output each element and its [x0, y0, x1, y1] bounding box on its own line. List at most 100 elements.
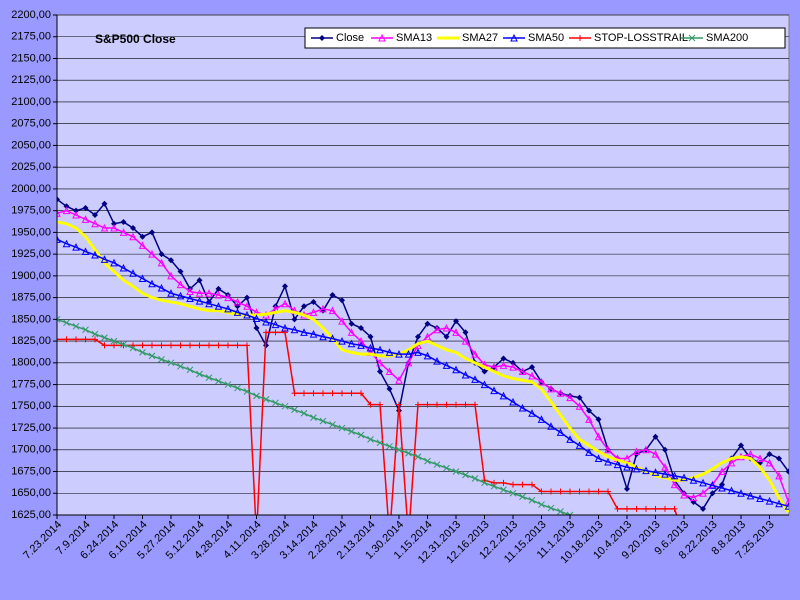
point: [376, 358, 384, 367]
point: [423, 351, 432, 360]
point: [129, 269, 137, 277]
point: [149, 229, 155, 236]
point: [785, 468, 789, 475]
point: [528, 371, 536, 380]
point: [519, 493, 526, 501]
point: [462, 471, 469, 479]
point: [176, 280, 185, 289]
point: [57, 235, 61, 243]
point: [358, 325, 364, 332]
y-tick-label: 1625,00: [11, 509, 51, 521]
point: [367, 435, 374, 443]
point: [443, 464, 450, 472]
point: [282, 329, 288, 336]
point: [623, 463, 631, 471]
point: [424, 401, 431, 408]
point: [528, 496, 536, 504]
point: [500, 479, 507, 486]
point: [215, 285, 222, 292]
y-tick-label: 1775,00: [11, 378, 51, 390]
point: [442, 323, 451, 332]
point: [378, 33, 386, 42]
y-tick-label: 1825,00: [11, 335, 51, 347]
point: [471, 375, 479, 383]
point: [233, 297, 242, 306]
point: [91, 330, 99, 338]
point: [718, 483, 726, 492]
point: [168, 257, 174, 264]
point: [756, 494, 764, 502]
point: [509, 363, 517, 371]
point: [651, 450, 660, 458]
point: [576, 394, 583, 401]
point: [765, 496, 774, 505]
point: [129, 344, 137, 352]
point: [765, 458, 774, 467]
point: [662, 505, 668, 512]
point: [471, 350, 479, 358]
y-tick-label: 1750,00: [11, 400, 51, 412]
point: [594, 454, 603, 462]
point: [186, 366, 194, 374]
point: [329, 390, 336, 397]
point: [310, 390, 317, 397]
point: [177, 342, 184, 349]
point: [252, 314, 261, 322]
point: [63, 336, 70, 343]
point: [643, 505, 649, 512]
legend-label: SMA27: [462, 32, 498, 44]
legend-label: SMA200: [706, 32, 748, 44]
point: [57, 196, 60, 203]
point: [689, 493, 698, 502]
point: [158, 355, 165, 363]
point: [480, 380, 489, 389]
y-tick-label: 2200,00: [11, 9, 51, 21]
point: [443, 333, 450, 340]
point: [234, 384, 241, 392]
y-tick-label: 1700,00: [11, 444, 51, 456]
point: [670, 471, 679, 480]
point: [577, 35, 583, 41]
point: [63, 203, 70, 210]
point: [585, 448, 593, 456]
point: [110, 223, 118, 232]
point: [225, 342, 231, 349]
point: [510, 33, 518, 42]
y-tick-label: 2175,00: [11, 31, 51, 43]
point: [699, 478, 707, 487]
point: [91, 250, 99, 259]
point: [187, 342, 193, 349]
point: [272, 399, 279, 407]
legend-label: SMA50: [528, 32, 564, 44]
legend-label: STOP-LOSSTRAIL: [594, 32, 688, 44]
point: [642, 445, 650, 454]
point: [309, 330, 318, 338]
point: [205, 289, 213, 297]
point: [557, 488, 564, 495]
point: [138, 274, 147, 282]
point: [537, 415, 546, 423]
point: [452, 365, 460, 374]
point: [461, 336, 470, 345]
point: [633, 505, 640, 512]
point: [262, 317, 270, 326]
point: [784, 497, 789, 506]
point: [176, 291, 185, 300]
legend-label: SMA13: [396, 32, 432, 44]
point: [490, 386, 498, 395]
point: [110, 337, 118, 345]
point: [776, 455, 782, 462]
point: [158, 342, 165, 349]
point: [510, 481, 516, 488]
point: [538, 501, 545, 508]
point: [82, 336, 89, 343]
point: [57, 209, 61, 217]
point: [357, 431, 365, 439]
point: [624, 485, 630, 492]
point: [442, 361, 451, 369]
point: [671, 505, 678, 512]
point: [566, 511, 574, 515]
point: [348, 320, 355, 327]
point: [500, 355, 507, 362]
point: [244, 342, 250, 349]
